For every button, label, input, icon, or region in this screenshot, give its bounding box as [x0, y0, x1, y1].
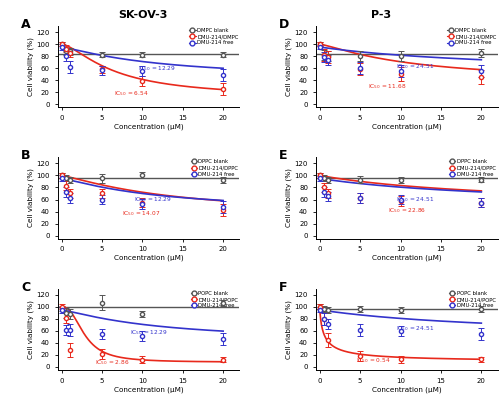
- Text: F: F: [280, 281, 288, 294]
- X-axis label: Concentration (μM): Concentration (μM): [372, 386, 442, 393]
- Text: IC$_{50}$ = 24.51: IC$_{50}$ = 24.51: [396, 195, 434, 204]
- Text: C: C: [21, 281, 30, 294]
- Text: IC$_{50}$ = 12.29: IC$_{50}$ = 12.29: [134, 195, 172, 204]
- Y-axis label: Cell viability (%): Cell viability (%): [286, 300, 292, 359]
- Y-axis label: Cell viability (%): Cell viability (%): [286, 37, 292, 96]
- Text: IC$_{50}$ = 24.51: IC$_{50}$ = 24.51: [396, 324, 434, 333]
- Text: A: A: [21, 18, 31, 31]
- Legend: POPC blank, DMU-214/POPC, DMU-214 free: POPC blank, DMU-214/POPC, DMU-214 free: [190, 291, 238, 308]
- Text: D: D: [280, 18, 289, 31]
- Text: P-3: P-3: [371, 10, 391, 20]
- Text: IC$_{50}$ = 11.68: IC$_{50}$ = 11.68: [368, 82, 406, 90]
- Text: IC$_{50}$ = 12.29: IC$_{50}$ = 12.29: [138, 64, 176, 73]
- Y-axis label: Cell viability (%): Cell viability (%): [27, 37, 34, 96]
- X-axis label: Concentration (μM): Concentration (μM): [372, 255, 442, 262]
- Text: IC$_{50}$ = 24.51: IC$_{50}$ = 24.51: [396, 62, 434, 71]
- Text: IC$_{50}$ = 22.86: IC$_{50}$ = 22.86: [388, 206, 426, 215]
- Legend: DPPC blank, DMU-214/DPPC, DMU-214 free: DPPC blank, DMU-214/DPPC, DMU-214 free: [190, 159, 238, 177]
- Text: B: B: [21, 149, 30, 162]
- Text: E: E: [280, 149, 288, 162]
- Text: IC$_{50}$ = 0.54: IC$_{50}$ = 0.54: [356, 356, 391, 366]
- X-axis label: Concentration (μM): Concentration (μM): [114, 386, 183, 393]
- X-axis label: Concentration (μM): Concentration (μM): [114, 124, 183, 130]
- Legend: DMPC blank, DMU-214/DMPC, DMU-214 free: DMPC blank, DMU-214/DMPC, DMU-214 free: [448, 28, 496, 46]
- Text: IC$_{50}$ = 14.07: IC$_{50}$ = 14.07: [122, 210, 160, 218]
- X-axis label: Concentration (μM): Concentration (μM): [372, 124, 442, 130]
- Legend: POPC blank, DMU-214/POPC, DMU-214 free: POPC blank, DMU-214/POPC, DMU-214 free: [449, 291, 496, 308]
- Text: IC$_{50}$ = 6.54: IC$_{50}$ = 6.54: [114, 90, 149, 98]
- Text: IC$_{50}$ = 2.86: IC$_{50}$ = 2.86: [96, 358, 130, 367]
- Legend: DMPC blank, DMU-214/DMPC, DMU-214 free: DMPC blank, DMU-214/DMPC, DMU-214 free: [189, 28, 238, 46]
- Legend: DPPC blank, DMU-214/DPPC, DMU-214 free: DPPC blank, DMU-214/DPPC, DMU-214 free: [449, 159, 496, 177]
- Y-axis label: Cell viability (%): Cell viability (%): [286, 168, 292, 228]
- Y-axis label: Cell viability (%): Cell viability (%): [27, 168, 34, 228]
- X-axis label: Concentration (μM): Concentration (μM): [114, 255, 183, 262]
- Text: SK-OV-3: SK-OV-3: [118, 10, 167, 20]
- Y-axis label: Cell viability (%): Cell viability (%): [27, 300, 34, 359]
- Text: IC$_{50}$ = 12.29: IC$_{50}$ = 12.29: [130, 328, 168, 337]
